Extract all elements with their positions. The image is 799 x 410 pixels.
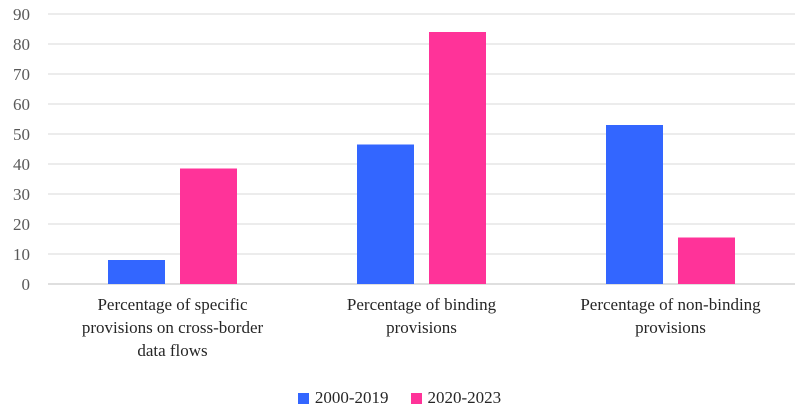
- legend-swatch-series-2: [410, 392, 422, 404]
- y-axis: 0 10 20 30 40 50 60 70 80 90: [13, 5, 30, 294]
- bar-chart: 0 10 20 30 40 50 60 70 80 90 Percentage of specif…: [13, 5, 795, 360]
- bar-series-1-category-3: [606, 125, 663, 284]
- bar-series-1-category-1: [108, 260, 165, 284]
- bar-series-2-category-2: [429, 32, 486, 284]
- bar-series-2-category-1: [180, 168, 237, 284]
- bar-series-1-category-2: [357, 144, 414, 284]
- y-tick-label: 20: [13, 215, 30, 234]
- legend-swatch-series-1: [297, 392, 309, 404]
- x-category-label-3: Percentage of non-binding provisions: [580, 295, 761, 337]
- y-tick-label: 30: [13, 185, 30, 204]
- legend-item-series-2: 2020-2023: [410, 388, 502, 408]
- y-tick-label: 0: [22, 275, 31, 294]
- x-axis: Percentage of specific provisions on cros…: [82, 295, 761, 360]
- x-category-label-1: Percentage of specific provisions on cros…: [82, 295, 264, 360]
- x-category-label-2: Percentage of binding provisions: [347, 295, 497, 337]
- y-tick-label: 60: [13, 95, 30, 114]
- legend: 2000-2019 2020-2023: [0, 388, 799, 408]
- y-tick-label: 10: [13, 245, 30, 264]
- y-tick-label: 50: [13, 125, 30, 144]
- gridlines: [48, 13, 795, 285]
- bars: [108, 32, 735, 284]
- y-tick-label: 80: [13, 35, 30, 54]
- y-tick-label: 40: [13, 155, 30, 174]
- legend-item-series-1: 2000-2019: [297, 388, 389, 408]
- bar-series-2-category-3: [678, 237, 735, 284]
- legend-label-series-2: 2020-2023: [427, 388, 502, 407]
- legend-label-series-1: 2000-2019: [314, 388, 389, 407]
- y-tick-label: 90: [13, 5, 30, 24]
- y-tick-label: 70: [13, 65, 30, 84]
